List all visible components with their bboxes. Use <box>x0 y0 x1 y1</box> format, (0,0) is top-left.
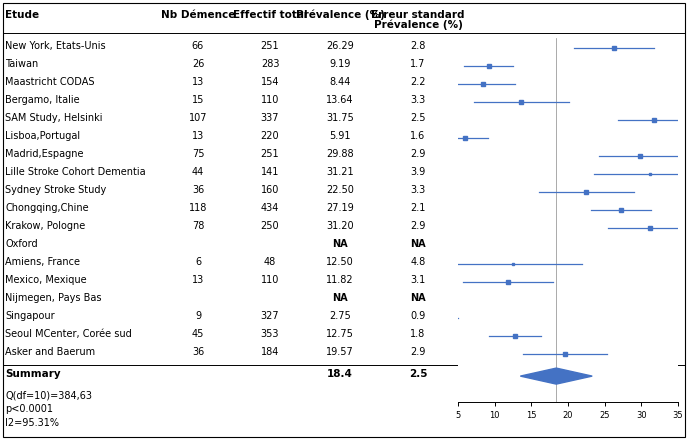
Text: 353: 353 <box>261 329 279 339</box>
Text: 2.9: 2.9 <box>410 149 426 159</box>
Text: Nijmegen, Pays Bas: Nijmegen, Pays Bas <box>5 293 102 303</box>
Text: 2.9: 2.9 <box>410 347 426 357</box>
Text: 29.88: 29.88 <box>326 149 354 159</box>
Text: 12.50: 12.50 <box>326 257 354 267</box>
Text: 283: 283 <box>261 59 279 69</box>
Text: 9.19: 9.19 <box>330 59 351 69</box>
Text: 251: 251 <box>261 41 279 51</box>
Text: 15: 15 <box>192 95 204 105</box>
Text: Singapour: Singapour <box>5 311 54 321</box>
Text: 2.1: 2.1 <box>410 203 426 213</box>
Text: 2.2: 2.2 <box>410 77 426 87</box>
Text: 66: 66 <box>192 41 204 51</box>
Text: Prévalence (%): Prévalence (%) <box>374 19 462 29</box>
Text: New York, Etats-Unis: New York, Etats-Unis <box>5 41 106 51</box>
Text: Maastricht CODAS: Maastricht CODAS <box>5 77 94 87</box>
Text: 13.64: 13.64 <box>326 95 354 105</box>
Text: 3.1: 3.1 <box>410 275 426 285</box>
Text: Seoul MCenter, Corée sud: Seoul MCenter, Corée sud <box>5 329 131 339</box>
Text: 8.44: 8.44 <box>330 77 351 87</box>
Text: 45: 45 <box>192 329 204 339</box>
Text: 141: 141 <box>261 167 279 177</box>
Text: 1.7: 1.7 <box>410 59 426 69</box>
Text: 5.91: 5.91 <box>330 131 351 141</box>
Text: 337: 337 <box>261 113 279 123</box>
Text: 154: 154 <box>261 77 279 87</box>
Text: 107: 107 <box>189 113 207 123</box>
Text: Madrid,Espagne: Madrid,Espagne <box>5 149 83 159</box>
Text: 36: 36 <box>192 185 204 195</box>
Text: NA: NA <box>332 239 348 249</box>
Text: 2.75: 2.75 <box>329 311 351 321</box>
Text: 26.29: 26.29 <box>326 41 354 51</box>
Text: 0.9: 0.9 <box>410 311 426 321</box>
Text: NA: NA <box>410 293 426 303</box>
Text: Chongqing,Chine: Chongqing,Chine <box>5 203 89 213</box>
Text: 31.20: 31.20 <box>326 221 354 231</box>
Text: Lille Stroke Cohort Dementia: Lille Stroke Cohort Dementia <box>5 167 146 177</box>
Text: Lisboa,Portugal: Lisboa,Portugal <box>5 131 80 141</box>
Text: 118: 118 <box>189 203 207 213</box>
Text: 2.8: 2.8 <box>410 41 426 51</box>
Text: 4.8: 4.8 <box>410 257 426 267</box>
Text: 220: 220 <box>261 131 279 141</box>
Text: 2.9: 2.9 <box>410 221 426 231</box>
Text: 11.82: 11.82 <box>326 275 354 285</box>
Text: NA: NA <box>332 293 348 303</box>
Text: 78: 78 <box>192 221 204 231</box>
Text: Etude: Etude <box>5 10 39 20</box>
Text: Bergamo, Italie: Bergamo, Italie <box>5 95 80 105</box>
Text: Taiwan: Taiwan <box>5 59 39 69</box>
Text: 26: 26 <box>192 59 204 69</box>
Text: 36: 36 <box>192 347 204 357</box>
Text: SAM Study, Helsinki: SAM Study, Helsinki <box>5 113 103 123</box>
Text: 250: 250 <box>261 221 279 231</box>
Text: NA: NA <box>410 239 426 249</box>
Text: 19.57: 19.57 <box>326 347 354 357</box>
Text: 31.21: 31.21 <box>326 167 354 177</box>
Text: 184: 184 <box>261 347 279 357</box>
Text: 13: 13 <box>192 275 204 285</box>
Text: 3.9: 3.9 <box>410 167 426 177</box>
Text: 434: 434 <box>261 203 279 213</box>
Text: 2.5: 2.5 <box>409 369 427 379</box>
Text: Erreur standard: Erreur standard <box>372 10 465 20</box>
Text: 31.75: 31.75 <box>326 113 354 123</box>
Text: 75: 75 <box>192 149 204 159</box>
Text: 251: 251 <box>261 149 279 159</box>
Text: Q(df=10)=384,63
p<0.0001
I2=95.31%: Q(df=10)=384,63 p<0.0001 I2=95.31% <box>5 390 92 428</box>
Text: Summary: Summary <box>5 369 61 379</box>
Text: 327: 327 <box>261 311 279 321</box>
Text: Asker and Baerum: Asker and Baerum <box>5 347 95 357</box>
Text: 1.6: 1.6 <box>410 131 426 141</box>
Text: Oxford: Oxford <box>5 239 38 249</box>
Text: 22.50: 22.50 <box>326 185 354 195</box>
Text: 3.3: 3.3 <box>410 95 426 105</box>
Text: 110: 110 <box>261 95 279 105</box>
Text: 2.5: 2.5 <box>410 113 426 123</box>
Text: 18.4: 18.4 <box>327 369 353 379</box>
Text: 13: 13 <box>192 131 204 141</box>
Text: 12.75: 12.75 <box>326 329 354 339</box>
Text: 9: 9 <box>195 311 201 321</box>
Text: Sydney Stroke Study: Sydney Stroke Study <box>5 185 106 195</box>
Polygon shape <box>520 368 592 384</box>
Text: 44: 44 <box>192 167 204 177</box>
Text: Mexico, Mexique: Mexico, Mexique <box>5 275 87 285</box>
Text: 3.3: 3.3 <box>410 185 426 195</box>
Text: Amiens, France: Amiens, France <box>5 257 80 267</box>
Text: Effectif total: Effectif total <box>233 10 308 20</box>
Text: 13: 13 <box>192 77 204 87</box>
Text: Nb Démence: Nb Démence <box>161 10 235 20</box>
Text: 27.19: 27.19 <box>326 203 354 213</box>
Text: Prévalence (%): Prévalence (%) <box>296 10 385 21</box>
Text: 110: 110 <box>261 275 279 285</box>
Text: 48: 48 <box>264 257 276 267</box>
Text: 160: 160 <box>261 185 279 195</box>
Text: 1.8: 1.8 <box>410 329 426 339</box>
Text: Krakow, Pologne: Krakow, Pologne <box>5 221 85 231</box>
Text: 6: 6 <box>195 257 201 267</box>
